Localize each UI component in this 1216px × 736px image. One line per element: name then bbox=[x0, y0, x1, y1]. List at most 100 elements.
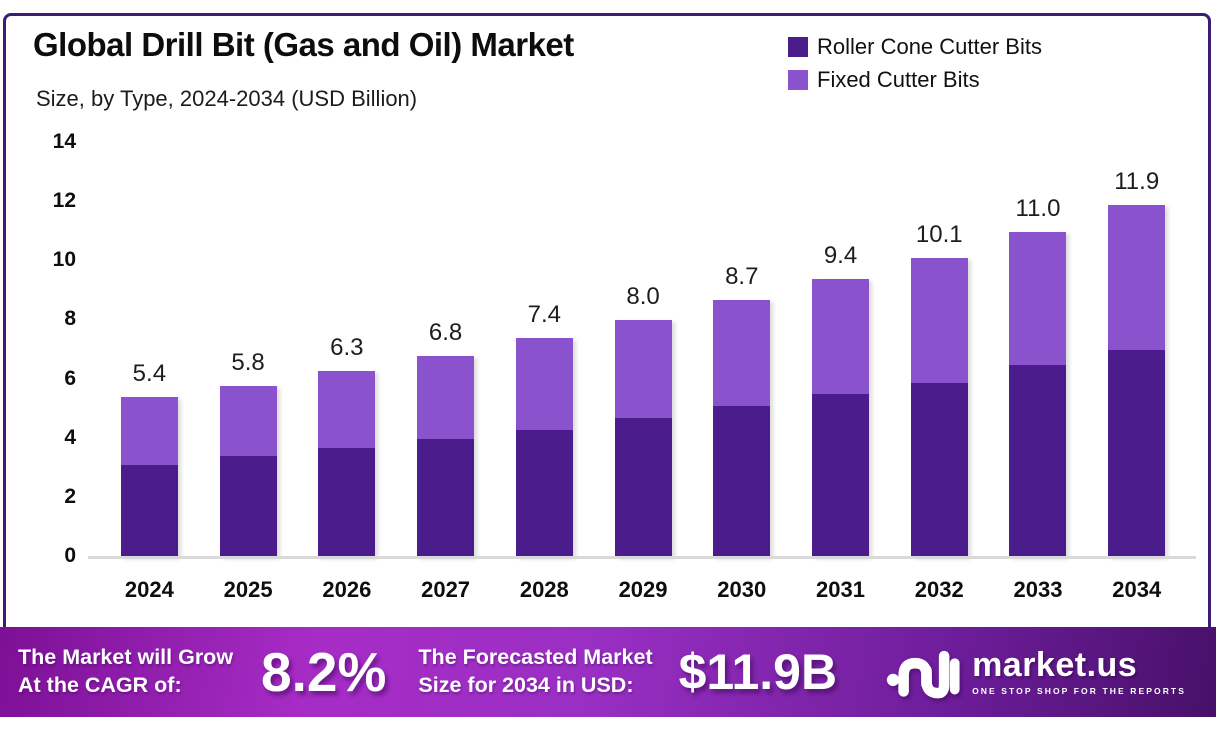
bar-group-2033: 11.0 bbox=[989, 143, 1088, 557]
cagr-label: The Market will Grow At the CAGR of: bbox=[18, 644, 233, 700]
bar-total-label: 7.4 bbox=[527, 301, 561, 329]
bar-group-2031: 9.4 bbox=[791, 143, 890, 557]
y-tick-label: 14 bbox=[52, 130, 76, 153]
x-tick-label-2025: 2025 bbox=[223, 577, 273, 602]
bar-segment-fixed-cutter bbox=[713, 299, 771, 407]
y-tick-label: 10 bbox=[52, 248, 76, 272]
forecast-label-line2: Size for 2034 in USD: bbox=[418, 673, 634, 697]
x-tick-label-2032: 2032 bbox=[914, 577, 964, 602]
forecast-label: The Forecasted Market Size for 2034 in U… bbox=[418, 644, 652, 700]
bar-chart-plot-area: 5.4 5.8 6.3 6.8 7.4 8.0 8.7 9.4 10.1 11.0 11.9 bbox=[100, 143, 1186, 557]
legend-item-roller-cone: Roller Cone Cutter Bits bbox=[788, 34, 1042, 60]
bar-group-2029: 8.0 bbox=[594, 143, 693, 557]
y-tick-label: 2 bbox=[64, 484, 76, 508]
cagr-value: 8.2% bbox=[261, 641, 387, 703]
bar-total-label: 8.7 bbox=[725, 262, 759, 290]
y-tick-label: 8 bbox=[64, 307, 76, 331]
bar-stack bbox=[219, 385, 277, 557]
y-tick-label: 0 bbox=[64, 544, 76, 567]
x-tick-label-2024: 2024 bbox=[124, 577, 174, 602]
bars-row: 5.4 5.8 6.3 6.8 7.4 8.0 8.7 9.4 10.1 11.0 11.9 bbox=[100, 143, 1186, 557]
chart-subtitle: Size, by Type, 2024-2034 (USD Billion) bbox=[36, 86, 418, 111]
bar-segment-roller-cone bbox=[614, 418, 672, 557]
marketus-logo: market.us ONE STOP SHOP FOR THE REPORTS bbox=[886, 643, 1186, 701]
x-axis-labels: 2024 2025 2026 2027 2028 2029 2030 2031 2032 2033… bbox=[100, 577, 1186, 603]
bar-stack bbox=[1009, 231, 1067, 557]
y-tick-label: 6 bbox=[64, 366, 76, 390]
bar-segment-fixed-cutter bbox=[1108, 205, 1166, 350]
bar-stack bbox=[417, 355, 475, 557]
x-tick-label-2029: 2029 bbox=[618, 577, 668, 602]
bar-total-label: 6.8 bbox=[428, 318, 463, 346]
bar-group-2028: 7.4 bbox=[495, 143, 594, 557]
bar-stack bbox=[120, 397, 178, 557]
forecast-label-line1: The Forecasted Market bbox=[418, 645, 653, 670]
bar-group-2024: 5.4 bbox=[100, 143, 199, 557]
x-axis-baseline bbox=[88, 556, 1196, 559]
x-tick-label-2027: 2027 bbox=[421, 577, 471, 602]
marketus-logo-icon bbox=[886, 643, 960, 701]
x-tick-label-2033: 2033 bbox=[1013, 577, 1063, 602]
bar-total-label: 6.3 bbox=[330, 333, 364, 361]
marketus-logo-text: market.us ONE STOP SHOP FOR THE REPORTS bbox=[972, 648, 1186, 696]
bar-segment-fixed-cutter bbox=[219, 385, 277, 457]
bar-total-label: 5.4 bbox=[132, 360, 167, 388]
bar-segment-fixed-cutter bbox=[1009, 231, 1067, 365]
bar-segment-fixed-cutter bbox=[318, 370, 376, 448]
x-tick-label-2031: 2031 bbox=[816, 577, 865, 602]
bar-segment-roller-cone bbox=[910, 382, 968, 557]
bar-stack bbox=[812, 279, 869, 557]
bar-segment-roller-cone bbox=[1009, 364, 1067, 557]
y-tick-label: 12 bbox=[52, 189, 76, 213]
bar-segment-roller-cone bbox=[812, 394, 869, 557]
bar-segment-fixed-cutter bbox=[120, 397, 178, 466]
y-tick-label: 4 bbox=[64, 425, 76, 449]
bar-segment-fixed-cutter bbox=[812, 279, 869, 395]
bar-segment-fixed-cutter bbox=[910, 258, 968, 383]
bar-total-label: 5.8 bbox=[231, 348, 265, 376]
marketus-logo-tagline: ONE STOP SHOP FOR THE REPORTS bbox=[972, 686, 1186, 696]
bar-stack bbox=[515, 338, 573, 557]
bar-group-2034: 11.9 bbox=[1087, 143, 1186, 557]
bar-segment-roller-cone bbox=[515, 429, 573, 557]
bar-segment-roller-cone bbox=[1108, 350, 1166, 557]
bar-total-label: 9.4 bbox=[823, 242, 858, 270]
x-tick-label-2034: 2034 bbox=[1112, 577, 1162, 602]
bar-total-label: 11.9 bbox=[1114, 168, 1160, 196]
bar-stack bbox=[1108, 205, 1166, 557]
legend-swatch-icon bbox=[788, 70, 808, 90]
legend: Roller Cone Cutter Bits Fixed Cutter Bits bbox=[788, 34, 1042, 93]
bar-segment-roller-cone bbox=[120, 465, 178, 557]
x-tick-label-2028: 2028 bbox=[519, 577, 569, 602]
legend-label: Fixed Cutter Bits bbox=[817, 67, 980, 92]
bar-segment-roller-cone bbox=[318, 447, 376, 557]
footer-banner: The Market will Grow At the CAGR of: 8.2… bbox=[0, 627, 1216, 717]
bar-total-label: 11.0 bbox=[1015, 194, 1061, 222]
bar-stack bbox=[614, 320, 672, 557]
bar-group-2025: 5.8 bbox=[199, 143, 298, 557]
bar-segment-roller-cone bbox=[713, 406, 771, 557]
bar-segment-roller-cone bbox=[417, 438, 475, 557]
bar-stack bbox=[910, 258, 968, 557]
page-title: Global Drill Bit (Gas and Oil) Market bbox=[33, 26, 574, 63]
bar-segment-fixed-cutter bbox=[515, 338, 573, 430]
x-tick-label-2026: 2026 bbox=[322, 577, 372, 602]
bar-segment-roller-cone bbox=[219, 456, 277, 557]
forecast-value: $11.9B bbox=[678, 644, 838, 700]
cagr-label-line2: At the CAGR of: bbox=[18, 673, 182, 697]
bar-group-2032: 10.1 bbox=[890, 143, 989, 557]
legend-item-fixed-cutter: Fixed Cutter Bits bbox=[788, 67, 1042, 93]
x-tick-label-2030: 2030 bbox=[717, 577, 767, 602]
bar-group-2026: 6.3 bbox=[297, 143, 396, 557]
bar-total-label: 10.1 bbox=[915, 221, 963, 249]
marketus-logo-name: market.us bbox=[972, 646, 1138, 684]
bar-group-2030: 8.7 bbox=[692, 143, 791, 557]
bar-group-2027: 6.8 bbox=[396, 143, 495, 557]
bar-segment-fixed-cutter bbox=[614, 320, 672, 419]
legend-swatch-icon bbox=[788, 37, 808, 57]
legend-label: Roller Cone Cutter Bits bbox=[817, 34, 1042, 59]
bar-segment-fixed-cutter bbox=[417, 355, 475, 439]
bar-stack bbox=[713, 299, 771, 557]
bar-stack bbox=[318, 370, 376, 557]
